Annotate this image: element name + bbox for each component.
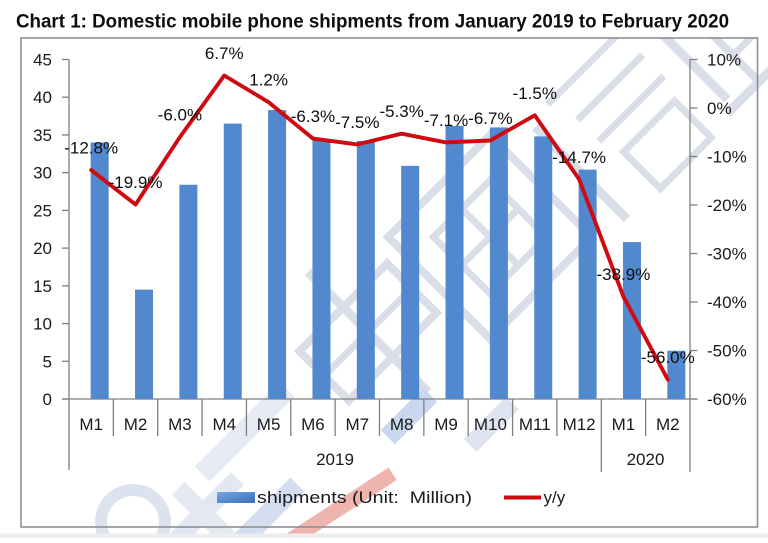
svg-text:35: 35 [33,126,52,145]
svg-text:-10%: -10% [707,148,747,167]
svg-text:shipments (Unit: Million): shipments (Unit: Million) [257,488,472,507]
svg-text:6.7%: 6.7% [205,44,244,63]
svg-text:M5: M5 [257,415,281,434]
svg-text:-7.5%: -7.5% [335,113,379,132]
svg-text:-38.9%: -38.9% [597,265,651,284]
svg-text:M11: M11 [519,415,551,434]
svg-text:-20%: -20% [707,196,747,215]
svg-text:M10: M10 [474,415,507,434]
svg-text:25: 25 [33,201,52,220]
svg-text:-14.7%: -14.7% [552,148,606,167]
svg-text:2019: 2019 [316,450,354,469]
svg-text:-1.5%: -1.5% [513,84,557,103]
svg-text:-40%: -40% [707,293,747,312]
svg-text:30: 30 [33,164,52,183]
svg-text:10%: 10% [707,51,741,70]
svg-text:-56.0%: -56.0% [641,348,695,367]
svg-text:-7.1%: -7.1% [424,111,468,130]
svg-text:M1: M1 [79,415,103,434]
svg-text:0: 0 [43,390,52,409]
svg-text:-5.3%: -5.3% [379,102,423,121]
svg-text:-6.3%: -6.3% [291,107,335,126]
svg-text:M9: M9 [434,415,458,434]
svg-text:M8: M8 [390,415,414,434]
svg-text:M7: M7 [346,415,370,434]
svg-text:20: 20 [33,239,52,258]
svg-text:Chart 1: Domestic mobile phone: Chart 1: Domestic mobile phone shipments… [16,12,729,33]
svg-text:-30%: -30% [707,245,747,264]
svg-text:M3: M3 [168,415,192,434]
svg-text:M1: M1 [612,415,636,434]
svg-text:M2: M2 [656,415,680,434]
svg-text:1.2%: 1.2% [249,71,288,90]
svg-text:-12.8%: -12.8% [64,139,118,158]
svg-text:40: 40 [33,88,52,107]
svg-text:M2: M2 [124,415,148,434]
svg-text:-50%: -50% [707,342,747,361]
svg-text:y/y: y/y [544,488,566,507]
svg-text:15: 15 [33,277,52,296]
svg-text:10: 10 [33,315,52,334]
svg-text:5: 5 [43,352,52,371]
svg-text:M6: M6 [301,415,325,434]
svg-text:M12: M12 [563,415,596,434]
svg-text:-19.9%: -19.9% [109,173,163,192]
svg-text:0%: 0% [707,99,732,118]
svg-text:M4: M4 [212,415,236,434]
svg-text:-60%: -60% [707,390,747,409]
svg-text:-6.7%: -6.7% [468,109,512,128]
svg-text:45: 45 [33,51,52,70]
svg-text:2020: 2020 [627,450,665,469]
svg-text:-6.0%: -6.0% [158,106,202,125]
